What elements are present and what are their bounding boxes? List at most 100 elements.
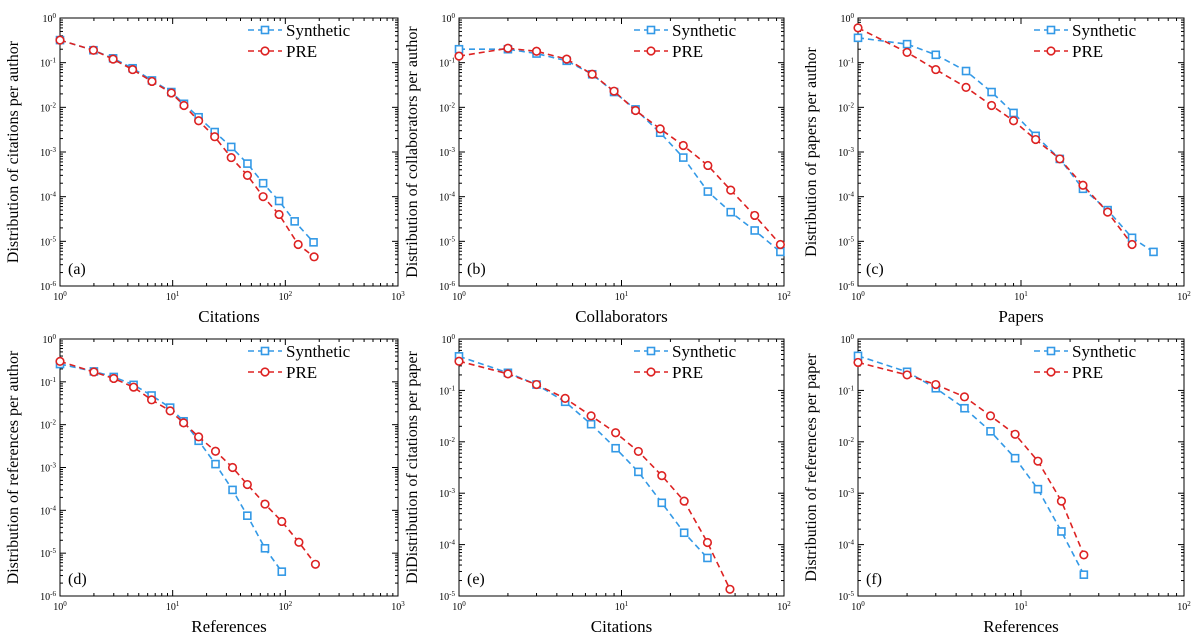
- data-point-synthetic: [228, 485, 237, 495]
- data-point-pre: [1056, 496, 1067, 506]
- data-point-pre: [1055, 154, 1065, 164]
- x-tick-label: 100: [53, 290, 67, 303]
- data-point-synthetic: [750, 226, 759, 235]
- y-tick-label: 10-3: [838, 146, 854, 159]
- legend-label: PRE: [286, 42, 317, 61]
- y-tick-label: 10-3: [40, 146, 56, 159]
- data-point-pre: [274, 209, 284, 220]
- data-point-pre: [611, 428, 621, 438]
- series-line-pre: [59, 360, 317, 565]
- x-tick-label: 100: [53, 600, 67, 613]
- y-tick-label: 10-4: [40, 504, 56, 517]
- data-point-pre: [702, 537, 713, 548]
- data-point-synthetic: [274, 196, 284, 206]
- data-point-pre: [630, 105, 641, 116]
- y-tick-label: 10-4: [40, 191, 56, 204]
- y-tick-label: 10-4: [439, 191, 455, 204]
- data-point-pre: [1008, 116, 1019, 126]
- y-tick-label: 10-2: [40, 101, 56, 114]
- data-point-pre: [775, 239, 785, 250]
- data-point-synthetic: [243, 159, 252, 168]
- data-point-synthetic: [931, 50, 941, 60]
- data-point-pre: [726, 185, 736, 195]
- y-tick-label: 10-3: [439, 487, 455, 500]
- data-point-synthetic: [226, 142, 236, 152]
- data-point-pre: [986, 100, 997, 111]
- legend-label: Synthetic: [286, 342, 351, 361]
- panel-label: (c): [866, 261, 884, 278]
- data-point-pre: [1078, 180, 1088, 190]
- data-point-synthetic: [290, 217, 299, 226]
- data-point-synthetic: [1079, 570, 1089, 579]
- legend-marker-circle: [260, 46, 270, 56]
- data-point-pre: [633, 446, 643, 457]
- data-point-synthetic: [1149, 247, 1158, 257]
- legend-marker-circle: [1046, 367, 1056, 377]
- data-point-pre: [210, 132, 220, 142]
- plot-frame: [458, 17, 785, 287]
- data-point-pre: [210, 446, 221, 456]
- data-point-pre: [226, 152, 236, 163]
- x-tick-label: 102: [777, 600, 791, 613]
- data-point-synthetic: [678, 153, 688, 162]
- data-point-pre: [109, 373, 119, 384]
- x-tick-label: 102: [279, 600, 293, 613]
- data-point-pre: [609, 86, 619, 96]
- data-point-pre: [147, 76, 157, 87]
- y-tick-label: 10-4: [838, 191, 854, 204]
- y-tick-label: 100: [442, 12, 456, 25]
- legend-label: Synthetic: [672, 21, 737, 40]
- data-point-pre: [277, 516, 287, 527]
- legend-marker-square: [646, 25, 656, 35]
- y-tick-label: 10-5: [439, 235, 455, 248]
- data-point-pre: [258, 192, 268, 202]
- x-axis-label: Citations: [198, 307, 259, 326]
- data-point-pre: [959, 392, 970, 402]
- legend-label: PRE: [1072, 42, 1103, 61]
- data-point-pre: [166, 88, 176, 98]
- x-tick-label: 100: [851, 290, 865, 303]
- series-line-synthetic: [857, 355, 1085, 576]
- x-tick-label: 100: [851, 600, 865, 613]
- data-point-pre: [587, 69, 597, 79]
- x-tick-label: 101: [166, 290, 180, 303]
- y-tick-label: 10-2: [838, 436, 854, 449]
- data-point-synthetic: [1057, 527, 1066, 536]
- legend-label: PRE: [1072, 363, 1103, 382]
- data-point-synthetic: [586, 419, 596, 429]
- data-point-pre: [1103, 207, 1113, 217]
- legend-marker-circle: [1046, 46, 1056, 56]
- x-axis-label: References: [983, 617, 1059, 636]
- chart-panel-1: 100 101 102 10310-610-510-410-310-210-1100C…: [5, 12, 405, 326]
- data-point-pre: [454, 356, 464, 366]
- data-point-pre: [750, 210, 760, 221]
- chart-panel-3: 100 101 10210-610-510-410-310-210-1100Pape…: [803, 12, 1191, 326]
- x-tick-label: 101: [1014, 600, 1028, 613]
- data-point-pre: [294, 537, 304, 547]
- data-point-synthetic: [1009, 108, 1018, 118]
- data-point-pre: [679, 496, 689, 506]
- y-tick-label: 10-1: [439, 384, 455, 397]
- legend-label: PRE: [286, 363, 317, 382]
- x-tick-label: 102: [279, 290, 293, 303]
- data-point-pre: [260, 499, 270, 509]
- data-point-synthetic: [309, 238, 318, 247]
- chart-panel-6: 100 101 10210-510-410-310-210-1100Referenc…: [803, 333, 1191, 636]
- x-tick-label: 100: [452, 600, 466, 613]
- data-point-pre: [194, 432, 204, 442]
- data-point-pre: [531, 379, 542, 390]
- data-point-pre: [503, 369, 513, 379]
- legend-marker-square: [260, 25, 270, 35]
- y-tick-label: 10-5: [838, 235, 854, 248]
- data-point-synthetic: [679, 528, 689, 538]
- data-point-pre: [178, 418, 189, 428]
- data-point-synthetic: [211, 459, 220, 469]
- x-tick-label: 100: [452, 290, 466, 303]
- y-tick-label: 100: [442, 333, 456, 346]
- data-point-pre: [931, 64, 941, 75]
- data-point-pre: [1033, 456, 1043, 466]
- y-tick-label: 10-2: [40, 419, 56, 432]
- data-point-pre: [560, 393, 570, 403]
- y-tick-label: 10-2: [439, 436, 455, 449]
- legend-label: Synthetic: [1072, 342, 1137, 361]
